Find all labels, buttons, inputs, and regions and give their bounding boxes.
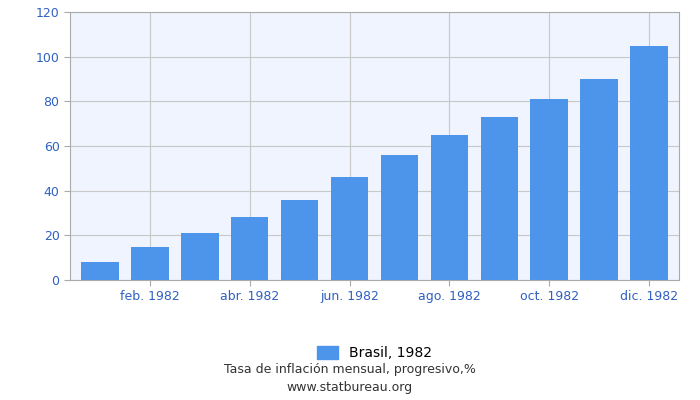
Bar [331, 177, 368, 280]
Bar [481, 117, 518, 280]
Bar [181, 233, 218, 280]
Legend: Brasil, 1982: Brasil, 1982 [312, 340, 438, 366]
Bar [580, 79, 618, 280]
Bar [231, 218, 268, 280]
Bar [630, 46, 668, 280]
Bar [131, 246, 169, 280]
Bar [381, 155, 418, 280]
Text: Tasa de inflación mensual, progresivo,%: Tasa de inflación mensual, progresivo,% [224, 364, 476, 376]
Bar [430, 135, 468, 280]
Bar [281, 200, 318, 280]
Bar [81, 262, 119, 280]
Bar [531, 99, 568, 280]
Text: www.statbureau.org: www.statbureau.org [287, 382, 413, 394]
